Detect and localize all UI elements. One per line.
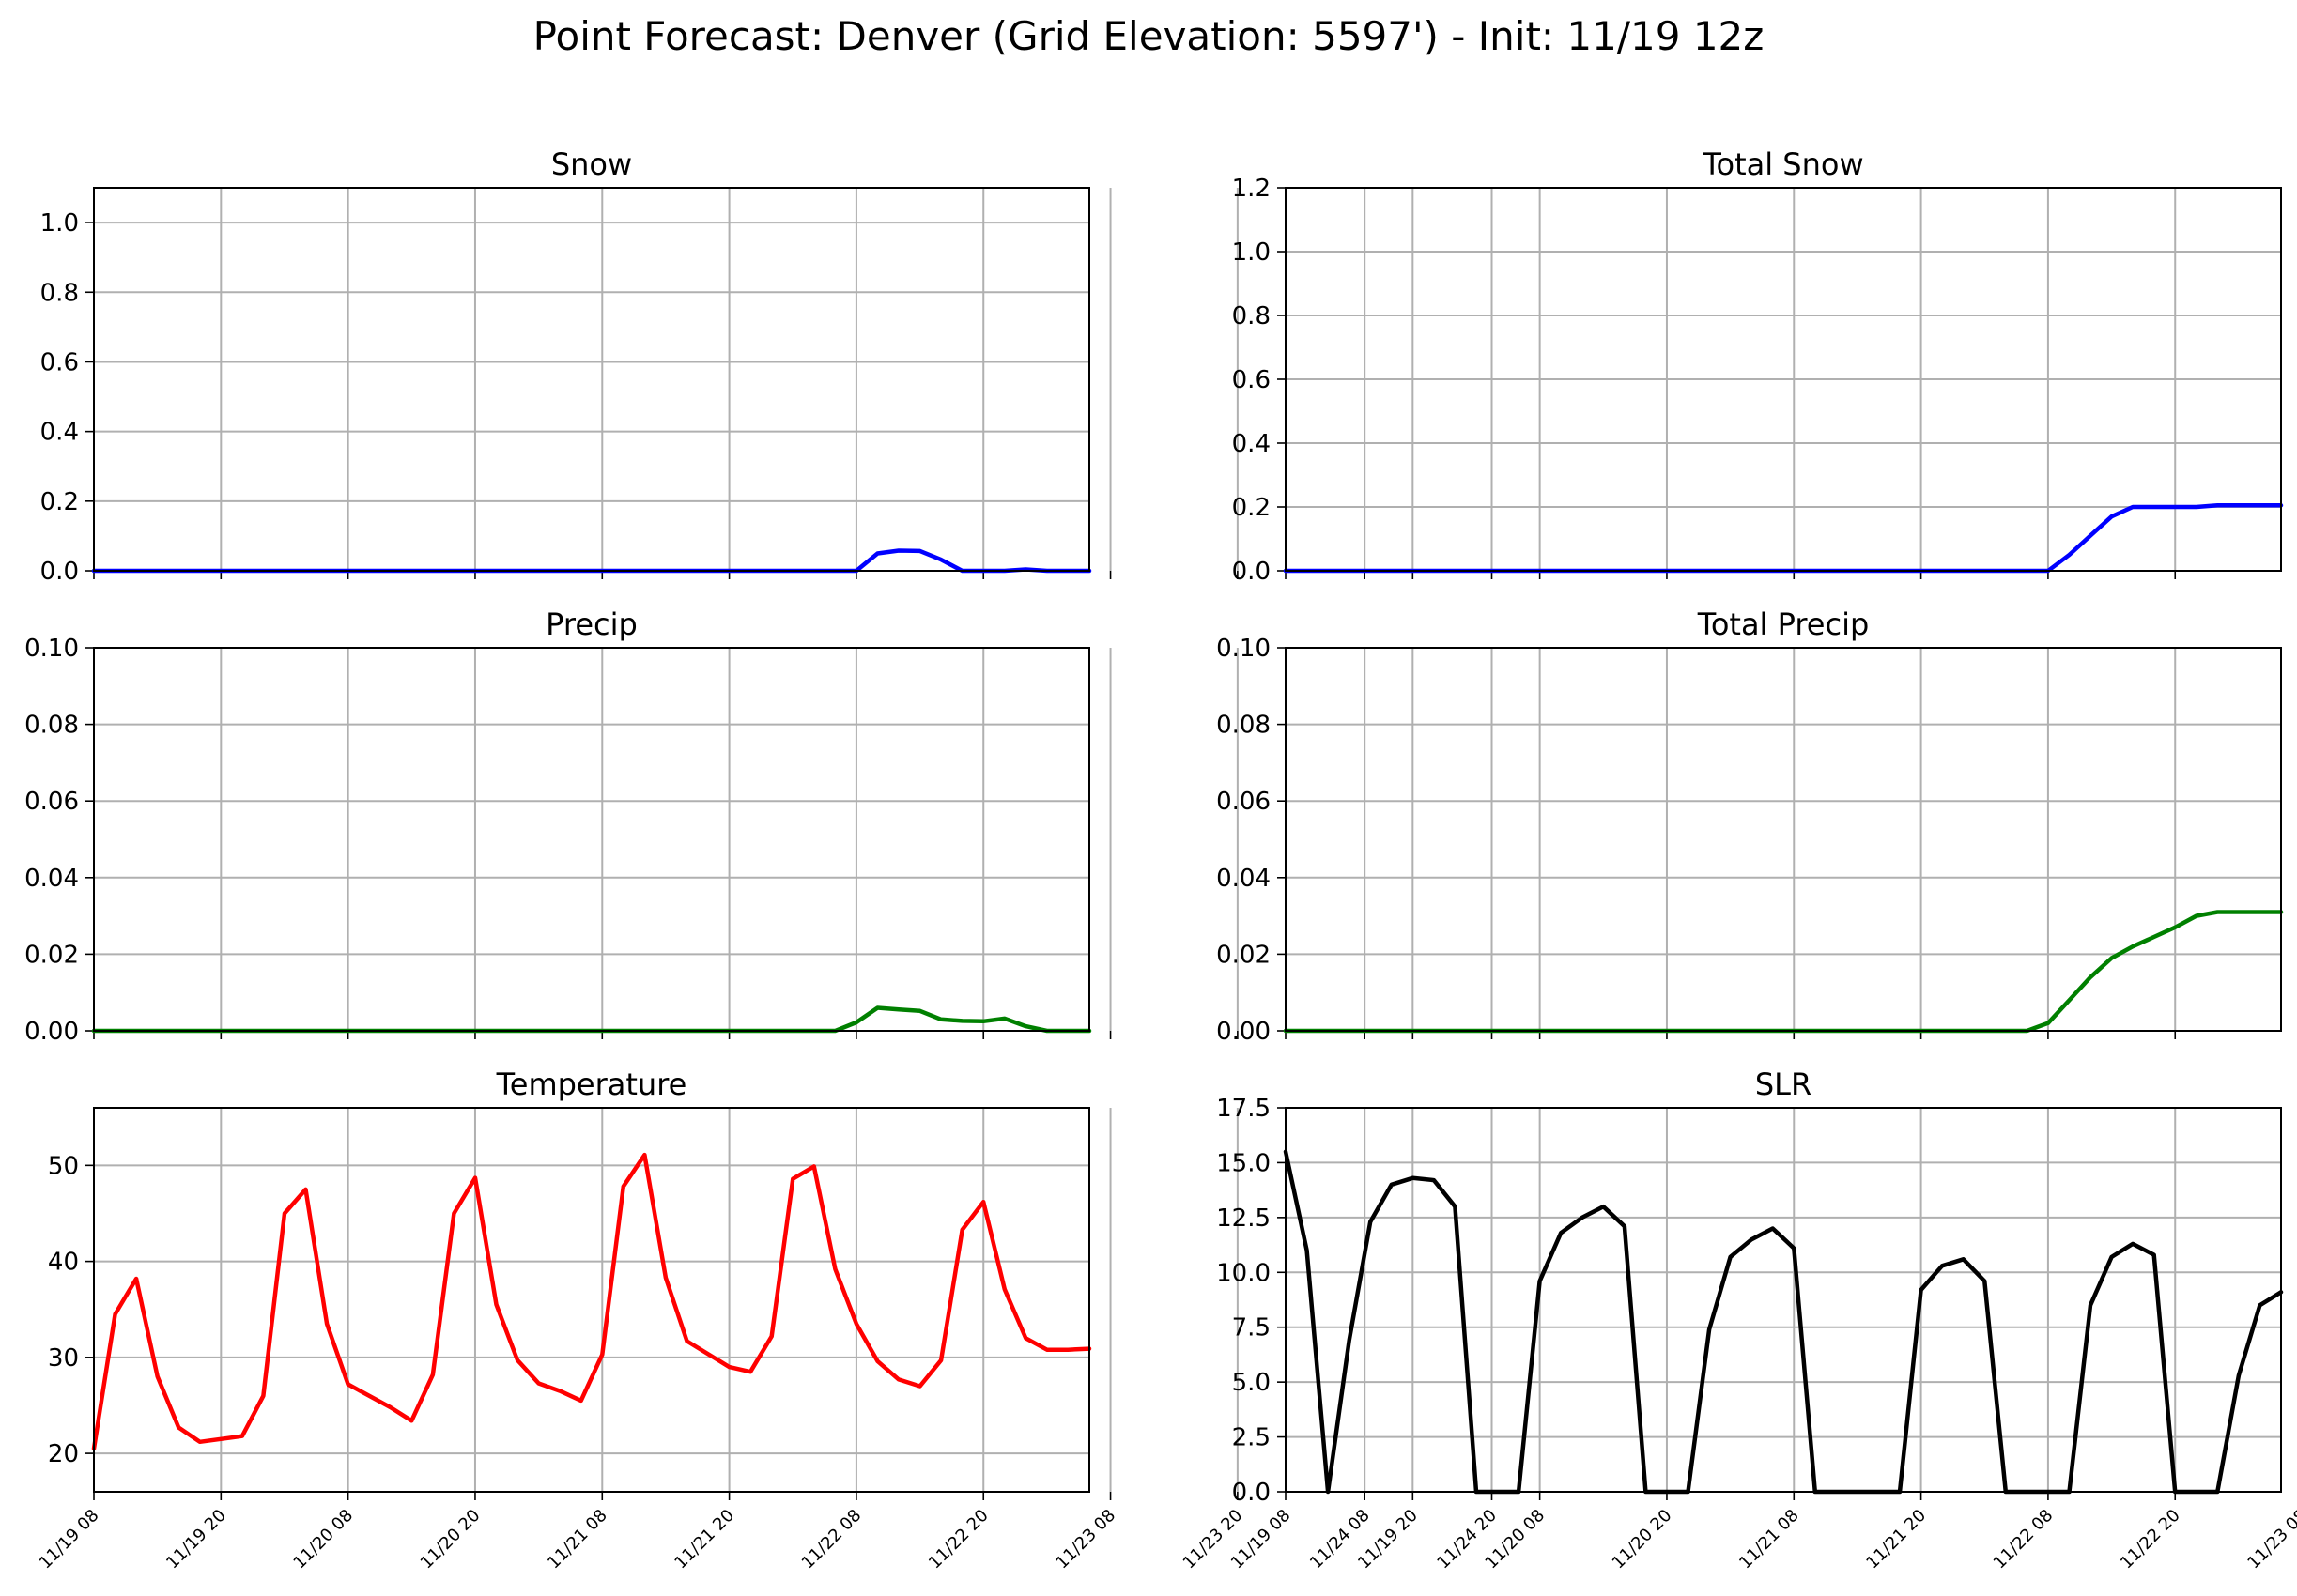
axes-frame — [1285, 647, 2282, 1032]
x-tick-label: 11/20 20 — [1609, 1506, 1676, 1573]
y-tick-label: 0.4 — [40, 419, 79, 447]
subplot-title: Temperature — [496, 1067, 687, 1102]
y-tick-label: 0.08 — [24, 712, 79, 740]
y-tick-label: 50 — [48, 1152, 79, 1180]
subplot-title: Total Precip — [1697, 606, 1870, 642]
series-line — [1283, 503, 2284, 574]
x-tick-label: 11/22 20 — [925, 1506, 993, 1573]
subplot-total-snow: Total Snow 0.0 0.2 0.4 0.6 0.8 1.0 1.2 — [1232, 146, 2284, 586]
y-tick-label: 0.4 — [1232, 430, 1271, 458]
subplot-title: Snow — [551, 146, 632, 182]
series-line — [1283, 1149, 2284, 1495]
y-tick-label: 30 — [48, 1344, 79, 1373]
x-tick-label: 11/20 08 — [289, 1506, 357, 1573]
y-tick-label: 0.6 — [1232, 366, 1271, 394]
series-line — [91, 1005, 1092, 1034]
subplot-snow: Snow 0.0 0.2 0.4 0.6 0.8 1.0 — [40, 146, 1493, 586]
subplot-temperature: Temperature 11/19 08 11/19 20 11/20 08 11/20… — [36, 1067, 1501, 1573]
y-tick-label: 0.08 — [1216, 712, 1271, 740]
axes-frame — [93, 1107, 1090, 1493]
x-tick-label: 11/22 20 — [2117, 1506, 2184, 1573]
x-tick-label: 11/20 20 — [417, 1506, 485, 1573]
y-tick-label: 0.0 — [40, 558, 79, 586]
subplot-total-precip: Total Precip 0.00 0.02 0.04 0.06 0.08 0.10 — [1216, 606, 2284, 1046]
x-tick-label: 11/23 08 — [2243, 1506, 2297, 1573]
x-tick-label: 11/19 20 — [162, 1506, 230, 1573]
y-tick-label: 2.5 — [1232, 1424, 1271, 1452]
axes-frame — [1285, 1107, 2282, 1493]
subplot-title: Precip — [546, 606, 638, 642]
y-tick-label: 0.8 — [40, 279, 79, 307]
y-tick-label: 7.5 — [1232, 1314, 1271, 1343]
subplot-title: Total Snow — [1702, 146, 1863, 182]
axes-frame — [1285, 187, 2282, 572]
y-tick-label: 5.0 — [1232, 1369, 1271, 1397]
y-tick-label: 0.04 — [24, 865, 79, 893]
y-tick-label: 1.0 — [40, 209, 79, 238]
series-line — [91, 1152, 1092, 1451]
axes-frame — [93, 187, 1090, 572]
y-tick-label: 20 — [48, 1440, 79, 1468]
x-tick-label: 11/23 08 — [1052, 1506, 1119, 1573]
y-tick-label: 40 — [48, 1249, 79, 1277]
y-tick-label: 0.02 — [24, 941, 79, 969]
y-tick-label: 0.2 — [1232, 494, 1271, 522]
series-line — [1283, 910, 2284, 1034]
y-tick-label: 12.5 — [1216, 1205, 1271, 1233]
y-tick-label: 15.0 — [1216, 1149, 1271, 1177]
y-tick-label: 0.02 — [1216, 941, 1271, 969]
y-tick-label: 0.6 — [40, 348, 79, 376]
axes-frame — [93, 647, 1090, 1032]
y-tick-label: 0.06 — [24, 788, 79, 816]
x-tick-label: 11/22 08 — [1990, 1506, 2058, 1573]
y-tick-label: 0.10 — [24, 635, 79, 663]
y-tick-label: 0.2 — [40, 488, 79, 516]
x-tick-label: 11/19 08 — [36, 1506, 103, 1573]
y-tick-label: 1.0 — [1232, 238, 1271, 267]
y-tick-label: 1.2 — [1232, 175, 1271, 203]
y-tick-label: 10.0 — [1216, 1259, 1271, 1287]
y-tick-label: 0.8 — [1232, 302, 1271, 330]
y-tick-label: 0.00 — [24, 1018, 79, 1046]
series-line — [91, 548, 1092, 574]
subplot-title: SLR — [1755, 1067, 1811, 1102]
y-tick-label: 0.0 — [1232, 1479, 1271, 1507]
x-tick-label: 11/21 08 — [544, 1506, 611, 1573]
y-tick-label: 0.0 — [1232, 558, 1271, 586]
subplot-precip: Precip 0.00 0.02 0.04 0.06 0.08 0.10 — [24, 606, 1493, 1046]
y-tick-label: 0.06 — [1216, 788, 1271, 816]
chart-title: Point Forecast: Denver (Grid Elevation: … — [532, 13, 1765, 59]
y-tick-label: 0.00 — [1216, 1018, 1271, 1046]
x-tick-label: 11/21 20 — [1862, 1506, 1930, 1573]
x-tick-label: 11/21 20 — [671, 1506, 738, 1573]
y-tick-label: 0.10 — [1216, 635, 1271, 663]
x-tick-label: 11/22 08 — [798, 1506, 866, 1573]
y-tick-label: 17.5 — [1216, 1095, 1271, 1123]
x-tick-label: 11/21 08 — [1735, 1506, 1803, 1573]
y-tick-label: 0.04 — [1216, 865, 1271, 893]
